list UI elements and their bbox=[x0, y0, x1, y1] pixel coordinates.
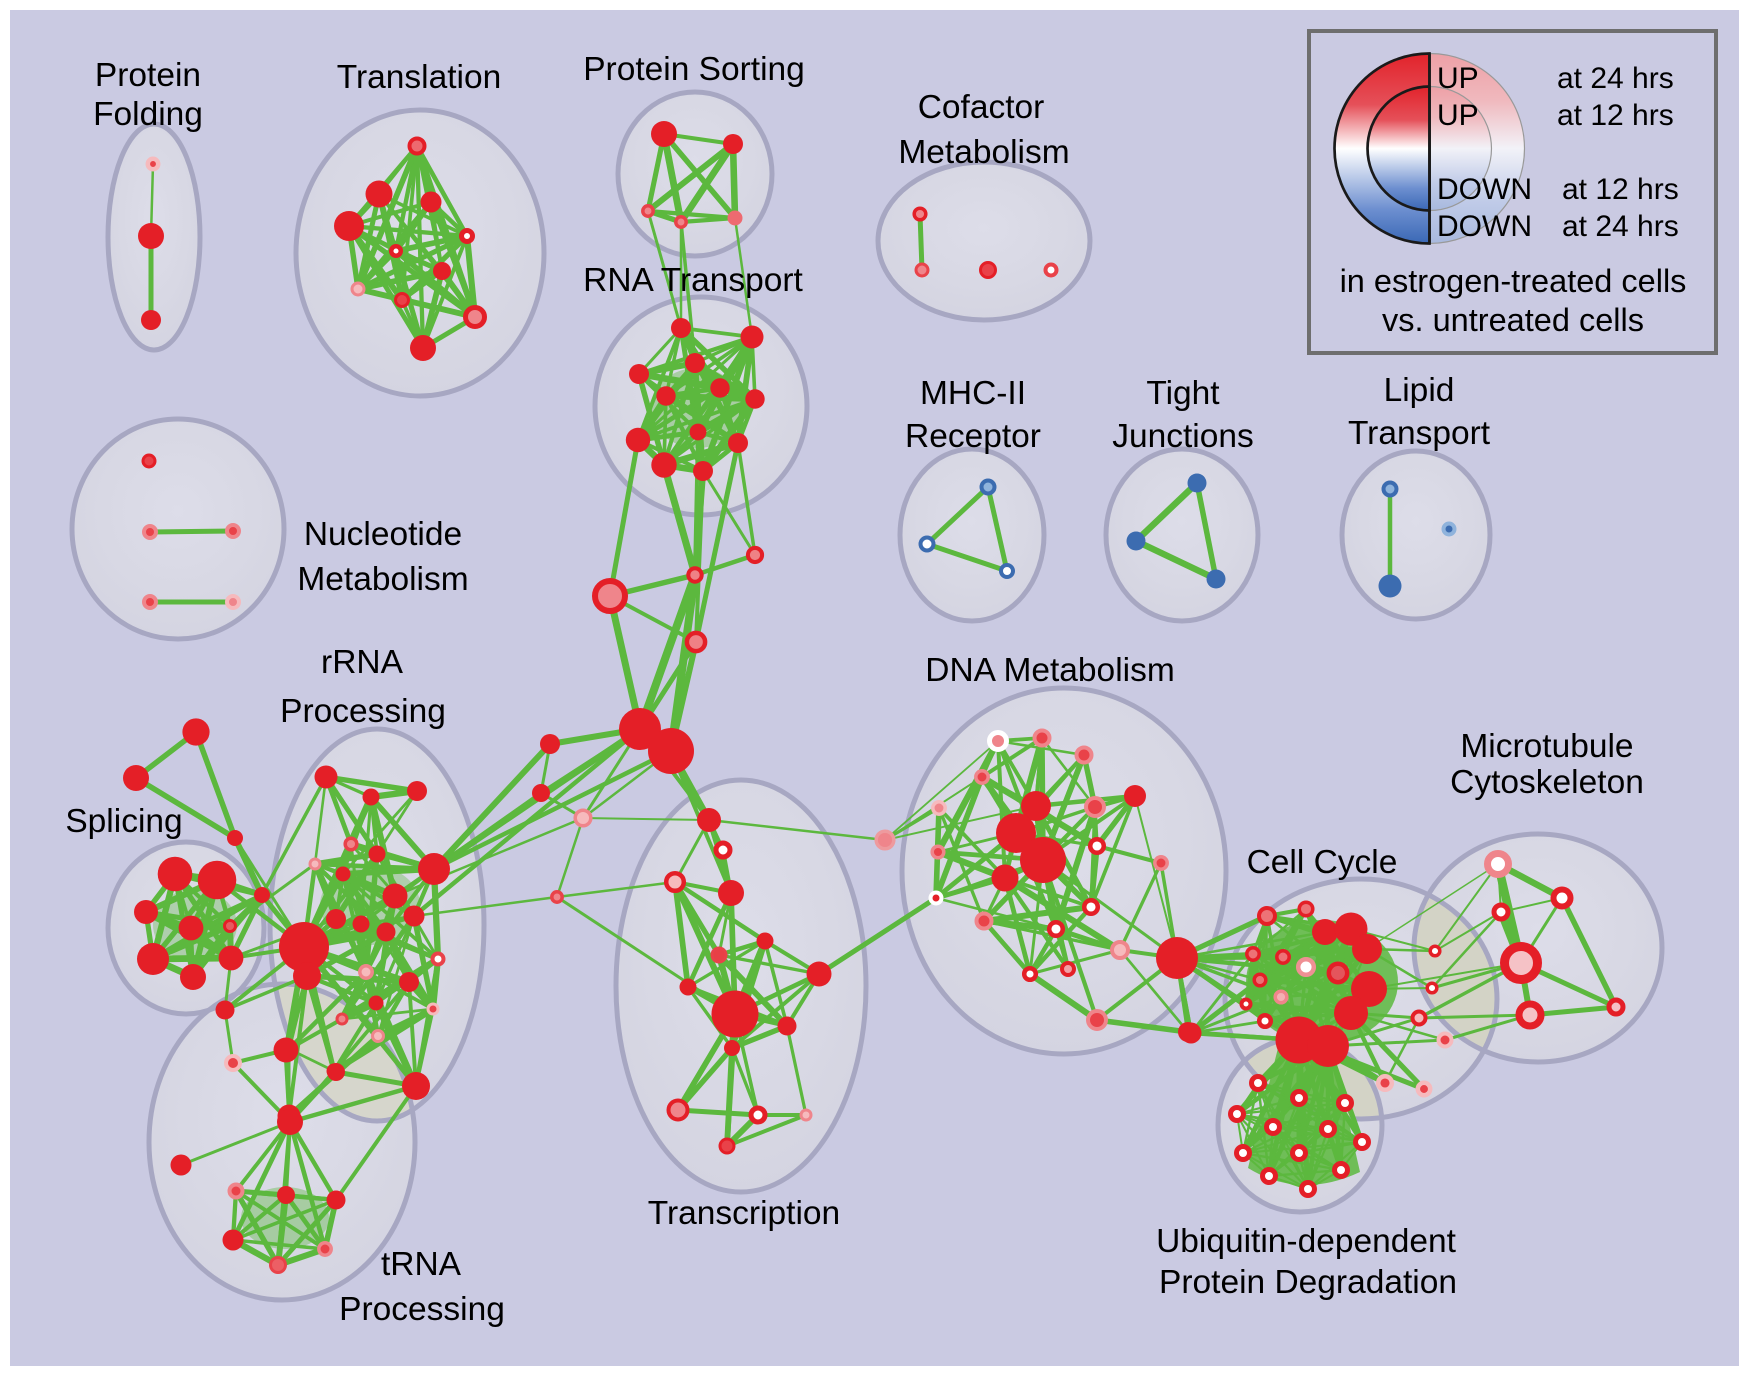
svg-text:tRNA: tRNA bbox=[381, 1246, 462, 1283]
svg-text:Protein Sorting: Protein Sorting bbox=[583, 51, 805, 88]
svg-text:Processing: Processing bbox=[339, 1291, 505, 1328]
svg-text:Metabolism: Metabolism bbox=[898, 134, 1069, 171]
svg-text:Cytoskeleton: Cytoskeleton bbox=[1450, 764, 1644, 801]
svg-text:UP: UP bbox=[1437, 99, 1479, 132]
svg-text:rRNA: rRNA bbox=[321, 644, 404, 681]
svg-text:Ubiquitin-dependent: Ubiquitin-dependent bbox=[1156, 1223, 1457, 1260]
svg-text:RNA Transport: RNA Transport bbox=[583, 262, 803, 299]
svg-text:Tight: Tight bbox=[1146, 375, 1220, 412]
svg-text:Nucleotide: Nucleotide bbox=[304, 516, 462, 553]
svg-text:Cofactor: Cofactor bbox=[918, 89, 1045, 126]
svg-text:Processing: Processing bbox=[280, 693, 446, 730]
svg-text:at 24 hrs: at 24 hrs bbox=[1562, 210, 1679, 243]
svg-text:Receptor: Receptor bbox=[905, 418, 1041, 455]
svg-text:at 12 hrs: at 12 hrs bbox=[1557, 99, 1674, 132]
svg-text:in estrogen-treated cells: in estrogen-treated cells bbox=[1340, 263, 1687, 299]
svg-text:Junctions: Junctions bbox=[1112, 418, 1254, 455]
svg-text:Cell Cycle: Cell Cycle bbox=[1247, 844, 1398, 881]
svg-text:Folding: Folding bbox=[93, 96, 203, 133]
svg-text:UP: UP bbox=[1437, 62, 1479, 95]
svg-text:Metabolism: Metabolism bbox=[297, 561, 468, 598]
svg-text:MHC-II: MHC-II bbox=[920, 375, 1026, 412]
svg-text:Lipid: Lipid bbox=[1384, 372, 1455, 409]
svg-text:DOWN: DOWN bbox=[1437, 210, 1532, 243]
svg-text:Protein: Protein bbox=[95, 57, 201, 94]
svg-text:Transport: Transport bbox=[1348, 415, 1491, 452]
svg-text:Transcription: Transcription bbox=[648, 1195, 840, 1232]
svg-text:vs. untreated cells: vs. untreated cells bbox=[1382, 302, 1644, 338]
svg-text:DOWN: DOWN bbox=[1437, 173, 1532, 206]
svg-text:Protein Degradation: Protein Degradation bbox=[1159, 1264, 1457, 1301]
svg-text:Microtubule: Microtubule bbox=[1460, 728, 1633, 765]
svg-text:at 12 hrs: at 12 hrs bbox=[1562, 173, 1679, 206]
svg-text:at 24 hrs: at 24 hrs bbox=[1557, 62, 1674, 95]
svg-text:DNA Metabolism: DNA Metabolism bbox=[925, 652, 1174, 689]
svg-text:Translation: Translation bbox=[337, 59, 501, 96]
svg-text:Splicing: Splicing bbox=[65, 803, 182, 840]
